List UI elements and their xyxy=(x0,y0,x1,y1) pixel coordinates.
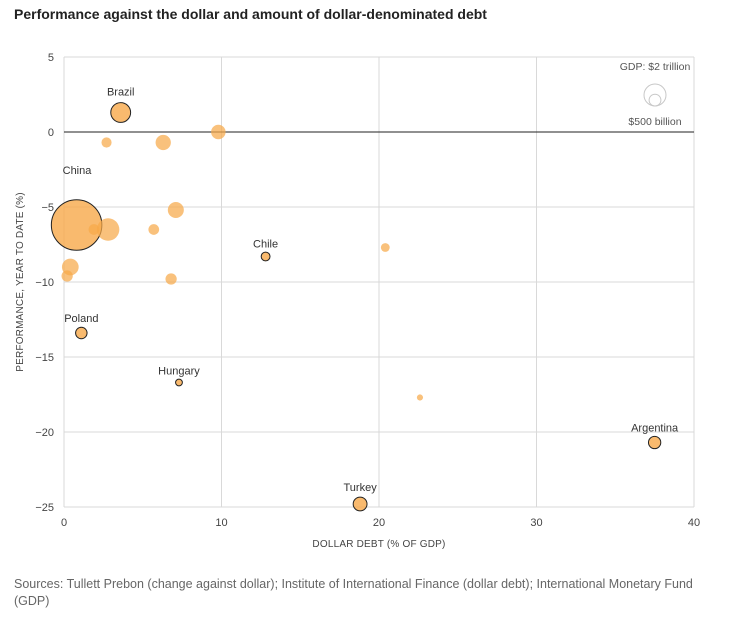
bubble-brazil xyxy=(110,102,132,123)
bubble xyxy=(167,201,184,219)
y-tick-label: 0 xyxy=(48,127,54,139)
y-tick-label: −25 xyxy=(35,502,54,514)
bubble-layer xyxy=(50,102,662,512)
x-tick-label: 40 xyxy=(688,517,700,529)
x-tick-label: 20 xyxy=(373,517,385,529)
y-axis-label: PERFORMANCE, YEAR TO DATE (%) xyxy=(15,192,26,372)
x-tick-label: 0 xyxy=(61,517,67,529)
y-tick-label: −20 xyxy=(35,427,54,439)
label-layer: China Brazil Chile Poland Hungary Argentina Tu… xyxy=(63,87,679,495)
bubble xyxy=(165,273,177,285)
country-label-china: China xyxy=(63,165,93,177)
bubble xyxy=(96,218,120,241)
bubble xyxy=(416,394,424,401)
bubble-chile xyxy=(260,251,271,262)
size-legend: GDP: $2 trillion $500 billion xyxy=(620,61,691,128)
y-tick-label: −10 xyxy=(35,277,54,289)
x-axis-label: DOLLAR DEBT (% OF GDP) xyxy=(312,539,445,550)
bubble-hungary xyxy=(175,378,183,387)
country-label-chile: Chile xyxy=(253,239,278,251)
country-label-brazil: Brazil xyxy=(107,87,135,99)
bubble xyxy=(380,243,390,252)
y-tick-label: −15 xyxy=(35,352,54,364)
bubble-argentina xyxy=(647,435,662,450)
legend-label-large: GDP: $2 trillion xyxy=(620,61,691,73)
legend-circle-large xyxy=(643,83,667,107)
bubble xyxy=(148,224,160,235)
x-tick-label: 30 xyxy=(530,517,542,529)
country-label-hungary: Hungary xyxy=(158,366,200,378)
bubble xyxy=(88,224,100,235)
country-label-poland: Poland xyxy=(64,313,98,325)
legend-label-small: $500 billion xyxy=(628,116,681,128)
bubble xyxy=(101,137,112,148)
y-tick-label: 5 xyxy=(48,52,54,64)
country-label-argentina: Argentina xyxy=(631,423,679,435)
bubble xyxy=(61,270,73,282)
bubble-turkey xyxy=(352,496,368,512)
country-label-turkey: Turkey xyxy=(343,482,377,494)
chart-title: Performance against the dollar and amoun… xyxy=(14,6,487,22)
bubble xyxy=(211,124,226,140)
bubble-poland xyxy=(75,326,88,340)
legend-circle-small xyxy=(648,93,662,107)
y-tick-label: −5 xyxy=(41,202,54,214)
bubble xyxy=(155,134,171,151)
source-note: Sources: Tullett Prebon (change against … xyxy=(14,577,693,608)
x-tick-label: 10 xyxy=(215,517,227,529)
